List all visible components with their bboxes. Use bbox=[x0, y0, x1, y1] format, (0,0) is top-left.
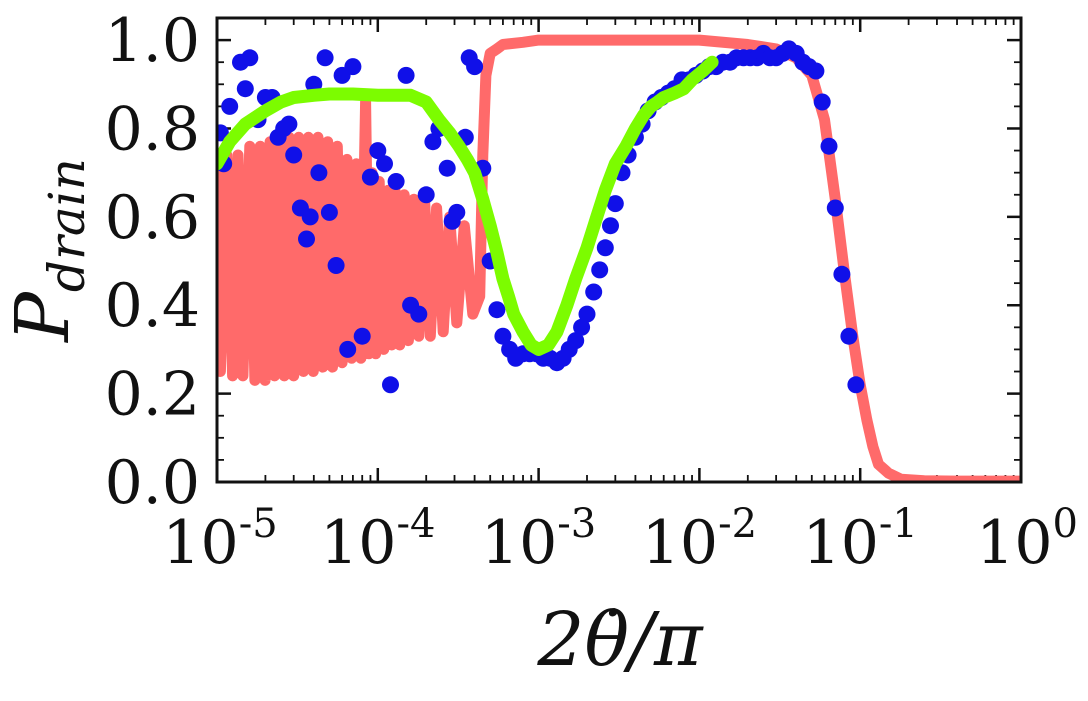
x-tick-label: 10-3 bbox=[481, 501, 596, 578]
x-tick-label: 10-4 bbox=[320, 501, 435, 578]
data-point-simulation bbox=[591, 261, 609, 279]
data-point-simulation bbox=[327, 257, 345, 274]
y-axis-title-subscript: drain bbox=[38, 158, 96, 292]
data-point-simulation bbox=[310, 164, 328, 182]
y-tick-label: 0.8 bbox=[105, 94, 200, 164]
data-point-simulation bbox=[316, 49, 334, 67]
x-tick-labels: 10-5 10-4 10-3 10-2 10-1 100 bbox=[162, 501, 1078, 578]
y-tick-labels: 0.0 0.2 0.4 0.6 0.8 1.0 bbox=[105, 6, 200, 518]
data-point-simulation bbox=[236, 80, 254, 98]
plot-frame bbox=[215, 16, 1023, 484]
data-point-simulation bbox=[826, 199, 844, 217]
data-point-simulation bbox=[424, 133, 442, 151]
data-point-simulation bbox=[606, 195, 624, 213]
data-point-simulation bbox=[361, 168, 379, 186]
data-point-simulation bbox=[387, 173, 405, 190]
y-tick-label: 0.6 bbox=[105, 183, 200, 253]
series-theory-smooth bbox=[217, 55, 719, 356]
data-point-simulation bbox=[301, 208, 319, 226]
data-point-simulation bbox=[280, 115, 298, 133]
data-point-simulation bbox=[438, 159, 456, 177]
data-point-simulation bbox=[807, 62, 825, 80]
data-point-simulation bbox=[410, 305, 428, 323]
data-point-simulation bbox=[353, 327, 371, 345]
x-tick-label: 100 bbox=[976, 501, 1078, 578]
data-point-simulation bbox=[320, 203, 338, 221]
data-point-simulation bbox=[298, 230, 315, 248]
y-axis-title-main: P bbox=[0, 291, 86, 344]
y-tick-label: 1.0 bbox=[105, 6, 200, 76]
data-point-simulation bbox=[241, 49, 259, 67]
data-point-simulation bbox=[585, 283, 603, 301]
data-point-simulation bbox=[376, 155, 393, 173]
data-point-simulation bbox=[840, 327, 858, 345]
data-point-simulation bbox=[448, 203, 466, 221]
data-point-simulation bbox=[573, 318, 591, 336]
data-point-simulation bbox=[578, 305, 596, 323]
x-tick-label: 10-5 bbox=[162, 501, 277, 578]
data-point-simulation bbox=[813, 93, 831, 111]
data-point-simulation bbox=[344, 58, 362, 76]
data-point-simulation bbox=[397, 66, 415, 84]
y-axis-title: Pdrain bbox=[0, 158, 96, 344]
y-tick-label: 0.4 bbox=[105, 271, 200, 341]
data-point-simulation bbox=[494, 327, 512, 345]
y-tick-label: 0.0 bbox=[105, 448, 200, 518]
data-point-simulation bbox=[221, 97, 239, 115]
data-point-simulation bbox=[382, 376, 399, 394]
x-axis-title: 2θ̇/π bbox=[536, 597, 704, 683]
x-tick-label: 10-2 bbox=[642, 501, 757, 578]
data-point-simulation bbox=[339, 340, 357, 358]
data-point-simulation bbox=[488, 301, 506, 319]
data-point-simulation bbox=[369, 142, 387, 160]
x-tick-label: 10-1 bbox=[803, 501, 918, 578]
y-tick-label: 0.2 bbox=[105, 360, 200, 430]
data-point-simulation bbox=[417, 186, 435, 204]
data-point-simulation bbox=[847, 376, 865, 394]
data-point-simulation bbox=[567, 332, 585, 350]
plot-area bbox=[217, 34, 1021, 482]
data-point-simulation bbox=[466, 58, 484, 76]
data-point-simulation bbox=[820, 137, 838, 155]
data-point-simulation bbox=[833, 265, 851, 283]
data-point-simulation bbox=[596, 239, 614, 257]
data-point-simulation bbox=[602, 217, 619, 235]
data-point-simulation bbox=[285, 146, 303, 164]
